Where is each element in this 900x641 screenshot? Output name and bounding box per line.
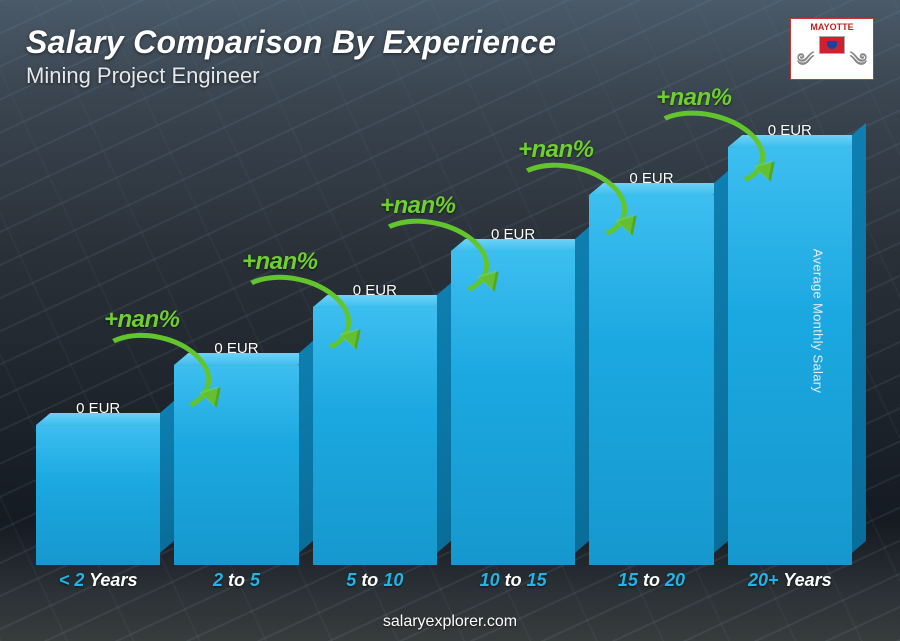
x-axis-tick-label: 5 to 10 (313, 570, 437, 591)
bar (451, 251, 575, 565)
page-title: Salary Comparison By Experience (26, 24, 556, 61)
seahorse-icon: ༄ (797, 41, 814, 91)
title-block: Salary Comparison By Experience Mining P… (26, 18, 556, 89)
bar-side-face (575, 227, 589, 553)
bar-group: 0 EUR0 EUR0 EUR0 EUR0 EUR0 EUR (36, 130, 852, 565)
bar-column: 0 EUR (728, 122, 852, 565)
header: Salary Comparison By Experience Mining P… (26, 18, 874, 89)
bar-side-face (437, 283, 451, 553)
bar-column: 0 EUR (174, 340, 298, 565)
bar-side-face (299, 341, 313, 553)
flag-icon (819, 36, 845, 54)
x-axis-tick-label: 15 to 20 (589, 570, 713, 591)
bar (174, 365, 298, 565)
bar-side-face (160, 401, 174, 553)
x-axis-tick-label: 20+ Years (728, 570, 852, 591)
bar (728, 147, 852, 565)
bar-front-face (451, 251, 575, 565)
footer-attribution: salaryexplorer.com (0, 613, 900, 631)
page-subtitle: Mining Project Engineer (26, 63, 556, 89)
bar-top-face (36, 413, 175, 425)
bar-column: 0 EUR (36, 400, 160, 565)
chart-area: 0 EUR0 EUR0 EUR0 EUR0 EUR0 EUR < 2 Years… (36, 130, 852, 587)
chart-container: Salary Comparison By Experience Mining P… (0, 0, 900, 641)
x-axis-tick-label: < 2 Years (36, 570, 160, 591)
bar-top-face (174, 353, 313, 365)
bar-front-face (728, 147, 852, 565)
country-badge: MAYOTTE ༄ ༄ (790, 18, 874, 80)
bar-side-face (852, 123, 866, 553)
bar-front-face (36, 425, 160, 565)
bar-side-face (714, 171, 728, 553)
y-axis-label: Average Monthly Salary (810, 248, 825, 392)
seahorse-icon: ༄ (850, 41, 867, 91)
bar-front-face (589, 195, 713, 565)
bar-front-face (174, 365, 298, 565)
x-axis-tick-label: 2 to 5 (174, 570, 298, 591)
country-badge-label: MAYOTTE (810, 22, 853, 32)
bar-top-face (451, 239, 590, 251)
x-axis-labels: < 2 Years 2 to 5 5 to 10 10 to 15 15 to 20 20… (36, 570, 852, 591)
bar (313, 307, 437, 565)
bar-top-face (589, 183, 728, 195)
bar-column: 0 EUR (589, 170, 713, 565)
bar-column: 0 EUR (313, 282, 437, 565)
bar-top-face (728, 135, 867, 147)
bar (589, 195, 713, 565)
x-axis-tick-label: 10 to 15 (451, 570, 575, 591)
bar (36, 425, 160, 565)
bar-column: 0 EUR (451, 226, 575, 565)
bar-front-face (313, 307, 437, 565)
bar-top-face (313, 295, 452, 307)
